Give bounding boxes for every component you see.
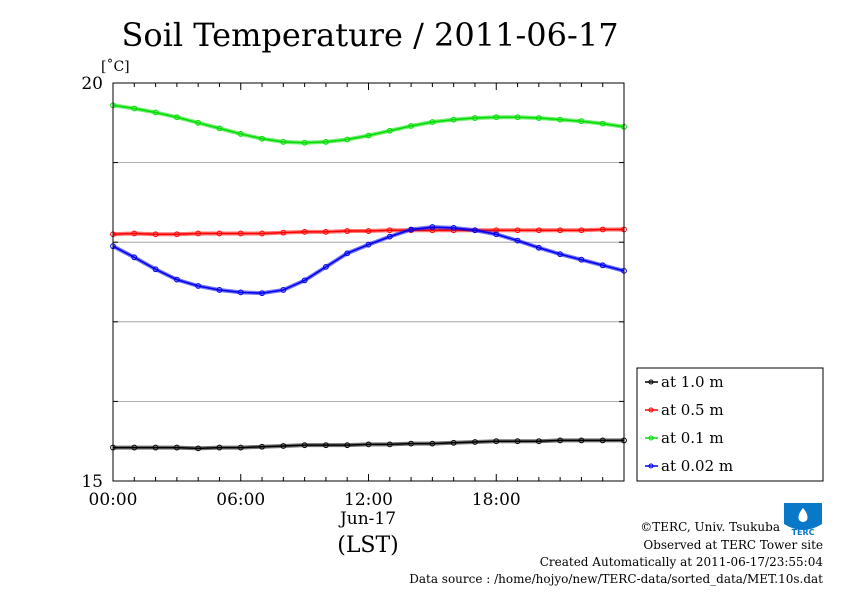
data-point — [344, 250, 351, 257]
series-center-line — [112, 226, 625, 294]
legend: at 1.0 m at 0.5 m at 0.1 m at 0.02 m — [645, 373, 733, 475]
y-tick-label: 20 — [81, 74, 103, 94]
series-layer — [110, 102, 627, 452]
terc-logo: TERC — [784, 503, 822, 537]
data-source-text: Data source : /home/hojyo/new/TERC-data/… — [409, 572, 823, 586]
data-point — [365, 241, 372, 248]
series-2 — [110, 102, 627, 146]
data-point — [323, 263, 329, 270]
series-center-line — [112, 104, 625, 144]
data-point — [152, 266, 159, 273]
legend-label: at 1.0 m — [661, 373, 724, 391]
data-point — [131, 254, 138, 261]
x-axis-ticks: 00:00 06:00 12:00 18:00 — [89, 83, 625, 510]
series-0 — [110, 437, 627, 452]
x-axis-date-label: Jun-17 — [338, 509, 396, 529]
legend-box — [636, 367, 824, 482]
water-drop-icon — [798, 508, 808, 522]
series-3 — [110, 224, 627, 297]
x-axis-timezone-label: (LST) — [337, 533, 399, 558]
legend-label: at 0.02 m — [661, 457, 733, 475]
y-axis-unit: [˚C] — [101, 58, 130, 75]
series-center-line — [113, 439, 624, 450]
data-point — [386, 233, 393, 240]
legend-marker — [648, 435, 654, 441]
legend-marker — [648, 407, 654, 413]
legend-label: at 0.1 m — [661, 429, 724, 447]
y-tick-label: 15 — [81, 472, 103, 492]
legend-marker — [648, 463, 654, 469]
copyright-text: ©TERC, Univ. Tsukuba — [640, 520, 780, 534]
legend-label: at 0.5 m — [661, 401, 724, 419]
series-line — [112, 103, 625, 145]
x-tick-label: 18:00 — [472, 490, 521, 510]
observed-text: Observed at TERC Tower site — [643, 538, 823, 552]
terc-logo-text: TERC — [792, 528, 815, 537]
x-tick-label: 06:00 — [216, 490, 265, 510]
x-tick-label: 12:00 — [344, 490, 393, 510]
data-point — [301, 277, 308, 284]
created-text: Created Automatically at 2011-06-17/23:5… — [540, 555, 824, 569]
series-1 — [110, 226, 627, 238]
x-tick-label: 00:00 — [89, 490, 138, 510]
legend-marker — [648, 379, 654, 385]
chart-title: Soil Temperature / 2011-06-17 — [121, 16, 618, 54]
series-center-line — [112, 228, 624, 235]
